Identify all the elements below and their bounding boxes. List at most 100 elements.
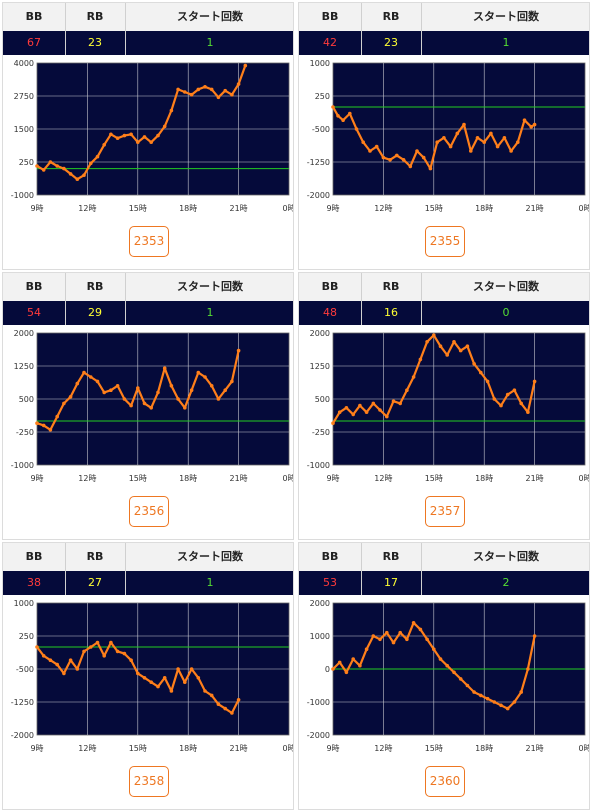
x-tick-label: 12時 <box>374 744 392 753</box>
x-tick-label: 18時 <box>179 204 197 213</box>
data-point <box>196 370 201 375</box>
data-point <box>526 667 530 671</box>
column-divider <box>65 273 66 325</box>
y-tick-label: -500 <box>312 125 330 134</box>
stats-value-row: 42 23 1 <box>299 31 589 55</box>
rb-value: 17 <box>384 576 398 589</box>
data-point <box>216 702 221 706</box>
data-point <box>95 154 100 159</box>
data-point <box>41 654 46 658</box>
slump-chart: 2000 1000 0 -1000 -2000 9時 12時 15時 18時 21時 0時 <box>307 599 589 753</box>
x-tick-label: 18時 <box>475 474 493 483</box>
slump-chart: 2000 1250 500 -250 -1000 9時 12時 15時 18時 21時 0時 <box>11 329 293 483</box>
data-point <box>62 671 66 676</box>
data-point <box>156 684 160 689</box>
start-count-value: 1 <box>206 36 214 49</box>
data-point <box>183 406 187 410</box>
y-tick-label: 1000 <box>310 632 330 641</box>
data-point <box>445 663 449 668</box>
data-point <box>236 698 241 702</box>
data-point <box>374 144 379 149</box>
data-point <box>203 375 207 379</box>
data-point <box>385 414 389 419</box>
data-point <box>465 683 470 688</box>
data-point <box>156 133 160 138</box>
y-tick-label: -1250 <box>307 158 330 167</box>
stats-header-row: BB RB スタート回数 <box>3 273 293 301</box>
rb-header: RB <box>382 10 400 23</box>
data-point <box>364 647 369 651</box>
data-point <box>122 651 127 656</box>
data-point <box>230 711 234 715</box>
data-point <box>236 348 241 353</box>
x-tick-label: 9時 <box>326 474 339 483</box>
x-tick-label: 18時 <box>179 744 197 753</box>
column-divider <box>361 543 362 595</box>
data-point <box>149 406 153 410</box>
y-tick-label: 500 <box>19 395 34 404</box>
slump-chart: 1000 250 -500 -1250 -2000 9時 12時 15時 18時 21時 0時 <box>307 59 589 213</box>
data-point <box>196 87 201 92</box>
data-point <box>378 637 382 642</box>
data-point <box>109 640 113 645</box>
data-point <box>129 658 133 662</box>
data-point <box>499 403 503 408</box>
y-tick-label: 500 <box>315 395 330 404</box>
y-tick-label: -250 <box>16 428 34 437</box>
data-point <box>371 401 376 406</box>
column-divider <box>421 3 422 55</box>
data-point <box>189 667 194 671</box>
data-point <box>465 344 470 348</box>
data-point <box>82 649 86 654</box>
data-point <box>425 340 429 344</box>
x-tick-label: 9時 <box>326 204 339 213</box>
y-tick-label: -1000 <box>11 191 34 200</box>
data-point <box>95 379 100 384</box>
data-point <box>516 140 520 144</box>
x-tick-label: 18時 <box>475 204 493 213</box>
machine-number-button[interactable]: 2355 <box>425 226 465 257</box>
y-tick-label: 2000 <box>310 329 330 338</box>
column-divider <box>65 3 66 55</box>
column-divider <box>65 543 66 595</box>
data-point <box>109 388 113 392</box>
y-tick-label: -1000 <box>11 461 34 470</box>
machine-card: BB RB スタート回数 48 16 0 2000 1250 500 -250 -1000 9時 12時… <box>298 272 590 540</box>
machine-number-button[interactable]: 2353 <box>129 226 169 257</box>
data-point <box>89 161 93 166</box>
machine-number-button[interactable]: 2358 <box>129 766 169 797</box>
data-point <box>526 410 530 414</box>
data-point <box>169 689 174 693</box>
rb-value: 27 <box>88 576 102 589</box>
data-point <box>169 108 174 113</box>
data-point <box>512 388 517 392</box>
y-tick-label: 250 <box>315 92 330 101</box>
machine-number-button[interactable]: 2360 <box>425 766 465 797</box>
machine-number-button[interactable]: 2357 <box>425 496 465 527</box>
machine-number-button[interactable]: 2356 <box>129 496 169 527</box>
data-point <box>102 390 106 395</box>
data-point <box>142 676 147 680</box>
data-point <box>398 401 402 406</box>
data-point <box>169 384 174 388</box>
bb-value: 67 <box>27 36 41 49</box>
x-tick-label: 21時 <box>526 744 544 753</box>
data-point <box>505 706 510 711</box>
data-point <box>176 397 180 401</box>
data-point <box>41 423 46 428</box>
data-point <box>351 657 355 661</box>
data-point <box>129 403 133 408</box>
x-tick-label: 21時 <box>230 474 248 483</box>
data-point <box>512 700 517 704</box>
data-point <box>485 696 490 701</box>
data-point <box>405 637 409 642</box>
start-count-value: 1 <box>206 576 214 589</box>
data-point <box>432 333 436 337</box>
data-point <box>115 384 120 388</box>
data-point <box>505 392 510 397</box>
data-point <box>492 397 497 401</box>
data-point <box>62 166 66 171</box>
data-point <box>371 634 376 638</box>
data-point <box>189 388 194 392</box>
machine-card: BB RB スタート回数 42 23 1 1000 250 -500 -1250 -2000 9時 12… <box>298 2 590 270</box>
